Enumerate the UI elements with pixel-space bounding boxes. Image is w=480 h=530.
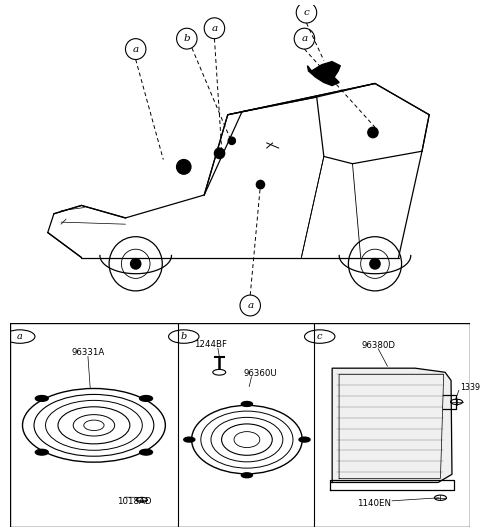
Circle shape — [131, 259, 141, 269]
Text: 1018AD: 1018AD — [117, 497, 151, 506]
Text: 1244BF: 1244BF — [193, 340, 227, 349]
Ellipse shape — [84, 420, 104, 430]
Text: a: a — [132, 45, 139, 54]
Circle shape — [370, 259, 380, 269]
Circle shape — [299, 437, 310, 442]
Text: a: a — [211, 24, 217, 33]
Circle shape — [228, 137, 235, 145]
Circle shape — [368, 127, 378, 138]
Text: 96331A: 96331A — [72, 348, 105, 357]
Polygon shape — [332, 368, 452, 482]
Ellipse shape — [234, 431, 260, 448]
Text: a: a — [17, 332, 23, 341]
Text: 96360U: 96360U — [244, 369, 277, 378]
Text: c: c — [303, 8, 309, 17]
Circle shape — [140, 395, 153, 401]
Text: 1140EN: 1140EN — [357, 499, 391, 508]
Text: b: b — [183, 34, 190, 43]
Circle shape — [241, 402, 252, 407]
Text: b: b — [180, 332, 187, 341]
Circle shape — [215, 148, 225, 158]
Text: 1339CC: 1339CC — [460, 383, 480, 392]
Text: a: a — [247, 301, 253, 310]
Circle shape — [177, 160, 191, 174]
Circle shape — [140, 449, 153, 455]
Circle shape — [184, 437, 195, 442]
Circle shape — [36, 449, 48, 455]
Text: c: c — [317, 332, 323, 341]
Polygon shape — [308, 61, 340, 85]
Circle shape — [36, 395, 48, 401]
Circle shape — [241, 473, 252, 478]
Circle shape — [256, 180, 264, 189]
Text: a: a — [301, 34, 308, 43]
Text: 96380D: 96380D — [361, 341, 395, 350]
